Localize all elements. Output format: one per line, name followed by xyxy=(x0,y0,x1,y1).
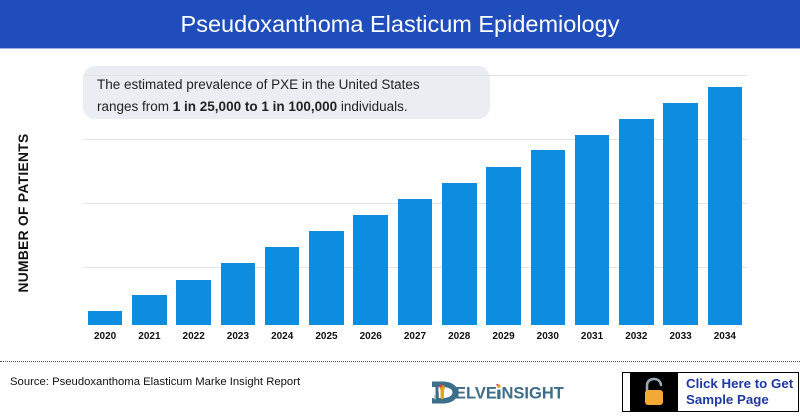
svg-text:NSIGHT: NSIGHT xyxy=(502,385,564,403)
svg-text:ELVE: ELVE xyxy=(455,385,497,403)
